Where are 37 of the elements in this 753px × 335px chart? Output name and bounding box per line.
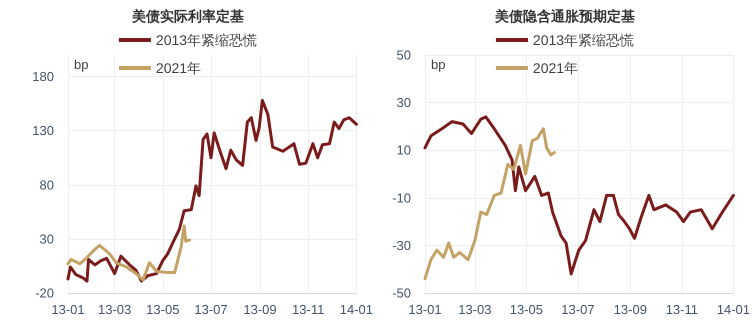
y-tick-label: -10 bbox=[392, 190, 411, 206]
y-tick-label: -50 bbox=[392, 286, 411, 300]
line-series bbox=[424, 127, 556, 280]
y-tick-label: 30 bbox=[396, 95, 411, 110]
x-tick-label: 13-09 bbox=[243, 302, 277, 317]
x-tick-label: 13-01 bbox=[51, 302, 85, 317]
y-tick-label: 30 bbox=[40, 231, 54, 246]
y-tick-label: 130 bbox=[32, 123, 54, 138]
y-tick-label: 10 bbox=[396, 142, 411, 158]
chart-title: 美债实际利率定基 bbox=[131, 8, 244, 24]
x-tick-label: 14-01 bbox=[716, 302, 750, 317]
x-tick-label: 14-01 bbox=[340, 302, 373, 317]
chart-title: 美债隐含通胀预期定基 bbox=[494, 8, 635, 24]
x-tick-label: 13-11 bbox=[666, 302, 698, 317]
x-tick-label: 13-05 bbox=[146, 302, 180, 317]
x-tick-label: 13-03 bbox=[98, 302, 132, 317]
x-tick-label: 13-07 bbox=[194, 302, 228, 317]
x-tick-label: 13-01 bbox=[408, 302, 442, 317]
x-tick-label: 13-05 bbox=[510, 302, 544, 317]
legend-label: 2021年 bbox=[532, 60, 578, 76]
y-tick-label: -30 bbox=[392, 238, 411, 253]
x-tick-label: 13-03 bbox=[458, 302, 492, 317]
y-tick-label: 180 bbox=[32, 69, 54, 84]
legend-label: 2013年紧缩恐慌 bbox=[156, 32, 258, 48]
legend-label: 2021年 bbox=[156, 60, 202, 76]
line-series bbox=[424, 115, 735, 276]
y-tick-label: 50 bbox=[396, 48, 411, 62]
y-axis-title: bp bbox=[431, 57, 446, 72]
line-series bbox=[66, 98, 358, 283]
x-tick-label: 13-09 bbox=[614, 302, 647, 317]
line-series bbox=[66, 224, 192, 282]
legend-label: 2013年紧缩恐慌 bbox=[532, 32, 634, 48]
y-tick-label: -20 bbox=[35, 286, 54, 300]
x-tick-label: 13-11 bbox=[292, 302, 324, 317]
y-axis-title: bp bbox=[74, 57, 88, 72]
x-tick-label: 13-07 bbox=[561, 302, 595, 317]
y-tick-label: 80 bbox=[40, 177, 54, 192]
